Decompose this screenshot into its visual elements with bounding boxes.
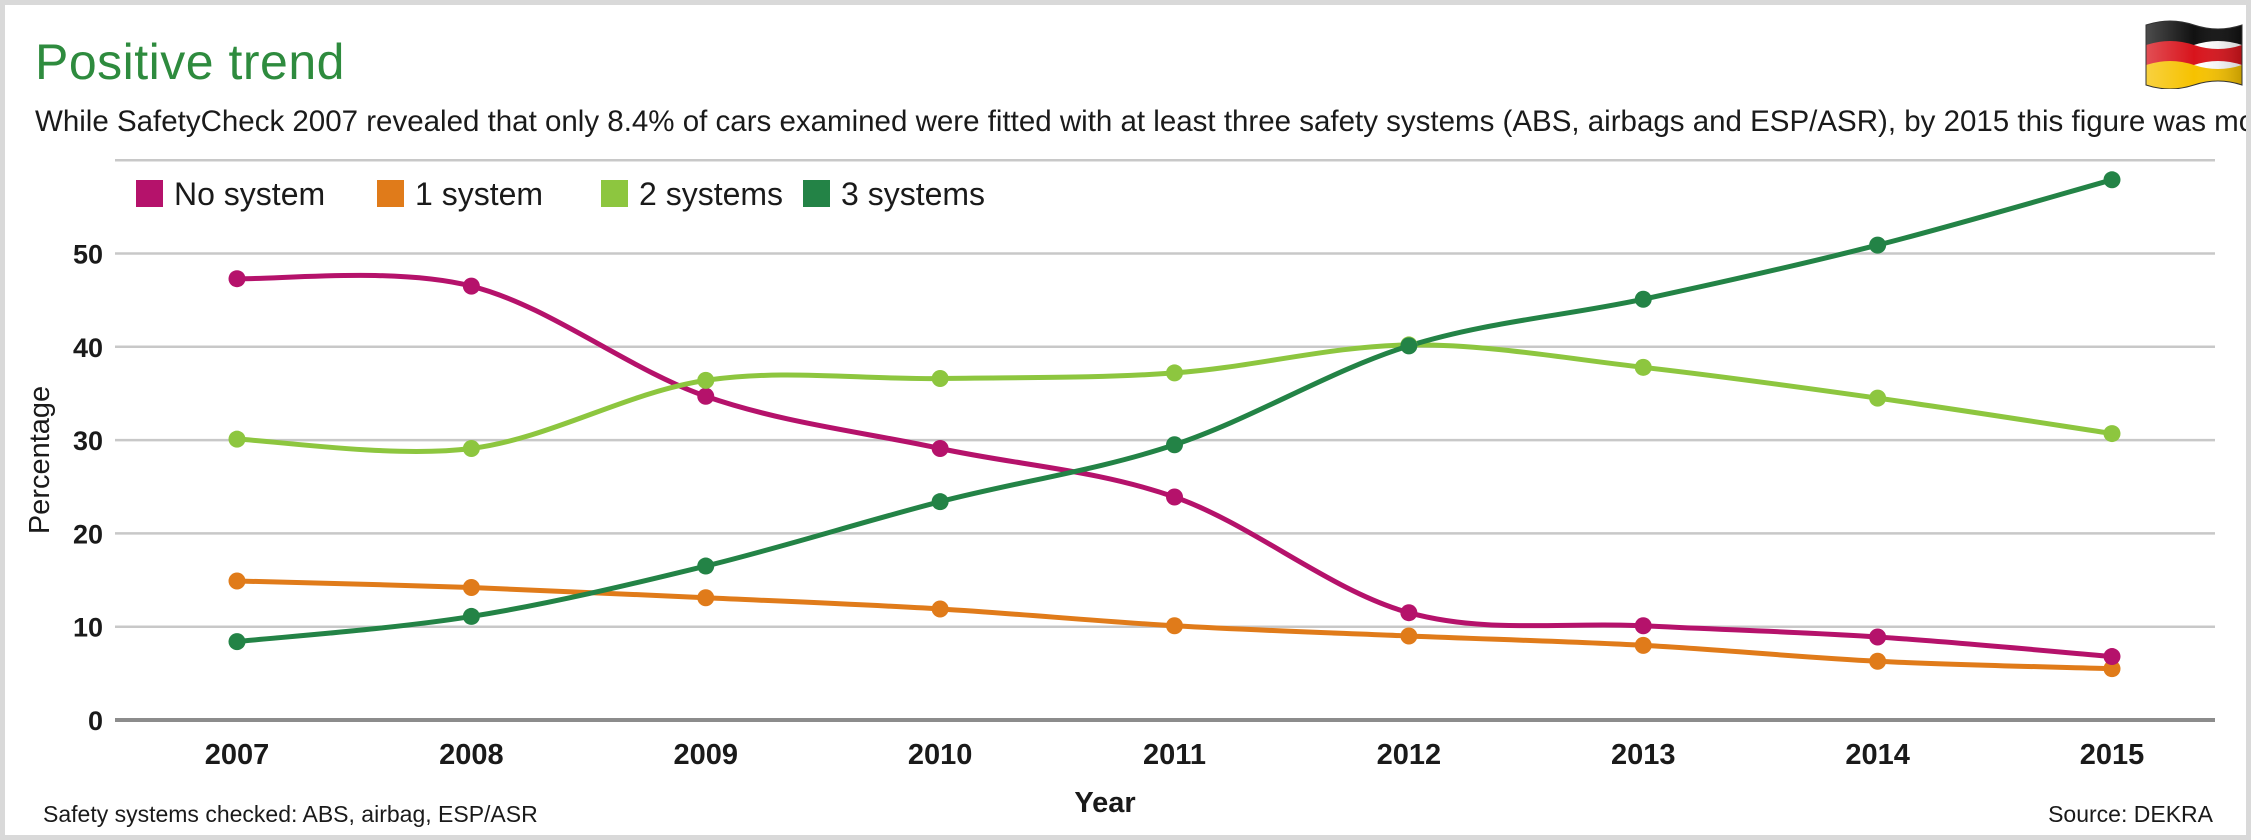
footnote: Safety systems checked: ABS, airbag, ESP… — [43, 801, 538, 827]
data-point-one-system — [228, 572, 246, 590]
x-tick-label: 2013 — [1611, 739, 1676, 771]
data-point-one-system — [1634, 636, 1652, 654]
y-axis-ticks: 0 10 20 30 40 50 — [73, 240, 103, 737]
data-point-three-systems — [462, 607, 480, 625]
y-tick-label: 50 — [73, 240, 103, 270]
data-point-two-systems — [1166, 364, 1183, 382]
x-tick-label: 2008 — [439, 739, 504, 771]
data-point-no-system — [931, 439, 949, 457]
data-point-three-systems — [1166, 436, 1183, 454]
chart-title: Positive trend — [35, 34, 345, 90]
germany-flag-icon — [2145, 20, 2243, 89]
legend-swatch-two-systems — [601, 180, 628, 207]
data-point-one-system — [1869, 652, 1887, 670]
legend-label-two-systems: 2 systems — [639, 176, 783, 212]
data-point-one-system — [462, 579, 480, 597]
series-line-two-systems — [234, 342, 2115, 454]
data-point-three-systems — [1634, 290, 1652, 308]
legend: No system 1 system 2 systems 3 systems — [136, 176, 985, 212]
data-point-no-system — [2103, 648, 2121, 666]
legend-swatch-one-system — [377, 180, 404, 207]
data-point-two-systems — [1634, 358, 1652, 376]
data-point-one-system — [1400, 627, 1418, 645]
x-axis-title: Year — [1074, 787, 1135, 819]
y-tick-label: 30 — [73, 426, 103, 456]
data-point-two-systems — [931, 370, 949, 388]
series-line-three-systems — [234, 177, 2115, 645]
data-point-one-system — [2103, 660, 2121, 678]
series-line-no-system — [234, 272, 2115, 660]
data-point-two-systems — [462, 439, 480, 457]
data-point-no-system — [1166, 488, 1183, 506]
x-tick-label: 2012 — [1377, 739, 1442, 771]
data-point-three-systems — [1400, 337, 1418, 355]
series-points — [228, 171, 2121, 678]
chart-subtitle: While SafetyCheck 2007 revealed that onl… — [35, 105, 2251, 138]
data-point-three-systems — [1869, 236, 1887, 254]
data-point-one-system — [1166, 617, 1183, 635]
legend-swatch-three-systems — [803, 180, 830, 207]
x-tick-label: 2007 — [205, 739, 270, 771]
data-point-two-systems — [2103, 425, 2121, 443]
x-tick-label: 2009 — [673, 739, 738, 771]
y-tick-label: 40 — [73, 333, 103, 363]
x-axis-ticks: 2007 2008 2009 2010 2011 2012 2013 2014 2015 — [205, 739, 2145, 771]
data-point-no-system — [1400, 604, 1418, 622]
x-tick-label: 2015 — [2080, 739, 2145, 771]
line-chart: 0 10 20 30 40 50 2007 2008 2009 2010 2011 2012 2013… — [24, 158, 2215, 819]
data-point-three-systems — [697, 557, 715, 575]
y-tick-label: 0 — [88, 706, 103, 736]
data-point-three-systems — [2103, 171, 2121, 189]
data-point-one-system — [697, 589, 715, 607]
data-point-no-system — [1634, 617, 1652, 635]
source-note: Source: DEKRA — [2048, 801, 2213, 827]
data-point-three-systems — [931, 493, 949, 511]
data-point-two-systems — [228, 430, 246, 448]
legend-label-one-system: 1 system — [415, 176, 543, 212]
data-point-no-system — [1869, 628, 1887, 646]
legend-label-three-systems: 3 systems — [841, 176, 985, 212]
x-tick-label: 2011 — [1143, 739, 1206, 771]
data-point-two-systems — [1869, 389, 1887, 407]
y-axis-title: Percentage — [24, 386, 56, 534]
y-tick-label: 20 — [73, 519, 103, 549]
legend-swatch-no-system — [136, 180, 163, 207]
y-tick-label: 10 — [73, 613, 103, 643]
data-point-two-systems — [697, 371, 715, 389]
data-point-no-system — [228, 270, 246, 288]
x-tick-label: 2014 — [1845, 739, 1910, 771]
data-point-no-system — [697, 387, 715, 405]
data-point-one-system — [931, 600, 949, 618]
data-point-three-systems — [228, 633, 246, 651]
data-point-no-system — [462, 277, 480, 295]
legend-label-no-system: No system — [174, 176, 325, 212]
x-tick-label: 2010 — [908, 739, 973, 771]
